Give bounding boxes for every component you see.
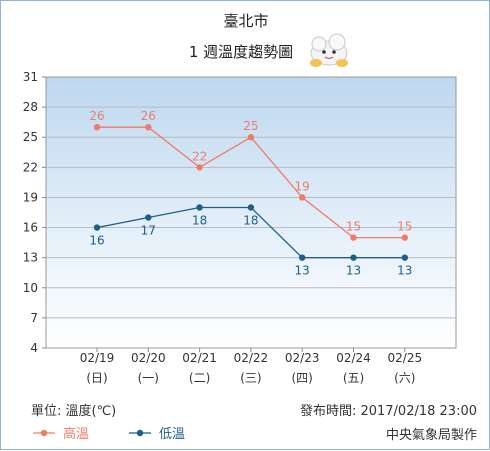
x-weekday-label: (二)	[189, 371, 210, 385]
legend-swatch-dot	[40, 429, 48, 437]
x-tick-label: 02/20	[131, 351, 166, 365]
data-point-high	[93, 123, 101, 131]
x-weekday-label: (日)	[86, 371, 107, 385]
data-point-low	[299, 254, 306, 261]
data-label-low: 16	[89, 234, 104, 248]
x-axis-ticks: 02/19 (日) 02/20 (一) 02/21 (二) 02/22 (三) 02/23 (四)…	[80, 348, 422, 385]
data-point-low	[401, 254, 408, 261]
data-label-high: 19	[295, 179, 310, 193]
cloud-mascot-icon	[310, 33, 348, 67]
data-point-high	[145, 123, 152, 131]
series-low: 16 17 18 18 13 13 13	[89, 204, 412, 278]
data-label-low: 17	[141, 224, 156, 238]
legend: 高溫 低溫	[33, 426, 185, 442]
series-high: 26 26 22 25 19 15 15	[89, 109, 412, 241]
data-label-high: 15	[346, 220, 361, 234]
y-tick-label: 22	[23, 160, 38, 174]
x-tick-label: 02/22	[234, 351, 269, 365]
data-point-low	[196, 204, 203, 211]
x-weekday-label: (六)	[394, 371, 415, 385]
data-point-low	[247, 204, 255, 211]
data-point-high	[299, 194, 306, 201]
data-point-high	[247, 134, 255, 141]
data-point-high	[401, 234, 408, 241]
y-tick-label: 25	[23, 130, 38, 144]
x-weekday-label: (五)	[343, 371, 364, 385]
y-tick-label: 4	[30, 341, 38, 355]
data-point-low	[350, 254, 357, 261]
data-point-low	[145, 214, 152, 221]
plot-area	[45, 76, 457, 349]
y-tick-label: 16	[23, 221, 38, 235]
x-weekday-label: (三)	[240, 371, 261, 385]
data-label-high: 22	[192, 149, 207, 163]
legend-item-high: 高溫	[33, 426, 89, 442]
x-tick-label: 02/19	[80, 351, 115, 365]
unit-label: 單位: 溫度(℃)	[31, 403, 116, 419]
data-point-low	[93, 224, 101, 231]
legend-swatch-dot	[136, 429, 144, 437]
x-tick-label: 02/21	[182, 351, 217, 365]
data-label-high: 15	[397, 220, 412, 234]
y-tick-label: 31	[23, 70, 38, 84]
y-tick-label: 28	[23, 100, 38, 114]
data-label-high: 26	[89, 109, 104, 123]
page-title: 臺北市	[223, 12, 268, 30]
x-weekday-label: (一)	[138, 371, 159, 385]
legend-label: 高溫	[63, 426, 89, 442]
chart-subtitle: 1 週溫度趨勢圖	[189, 43, 293, 61]
x-weekday-label: (四)	[292, 371, 313, 385]
y-tick-label: 13	[23, 251, 38, 265]
data-label-low: 18	[192, 213, 207, 227]
legend-item-low: 低溫	[129, 427, 185, 442]
data-label-low: 13	[397, 264, 412, 278]
published-time: 發布時間: 2017/02/18 23:00	[300, 404, 477, 419]
y-tick-label: 7	[30, 311, 38, 325]
data-point-high	[350, 234, 357, 241]
x-tick-label: 02/25	[388, 351, 423, 365]
legend-label: 低溫	[159, 427, 185, 442]
data-label-low: 13	[346, 264, 361, 278]
x-tick-label: 02/24	[336, 351, 371, 365]
series-layer: 26 26 22 25 19 15 15 16 17 18 18 13 13 13	[89, 109, 412, 277]
data-label-low: 18	[243, 213, 258, 227]
data-point-high	[196, 164, 203, 171]
data-label-low: 13	[295, 264, 310, 278]
y-axis-ticks: 4 7 10 13 16 19 22 25 28 31	[23, 70, 46, 355]
x-tick-label: 02/23	[285, 351, 320, 365]
data-label-high: 26	[141, 109, 156, 123]
y-tick-label: 10	[23, 281, 38, 295]
y-tick-label: 19	[23, 190, 38, 204]
data-label-high: 25	[243, 119, 258, 133]
source-credit: 中央氣象局製作	[386, 428, 477, 443]
